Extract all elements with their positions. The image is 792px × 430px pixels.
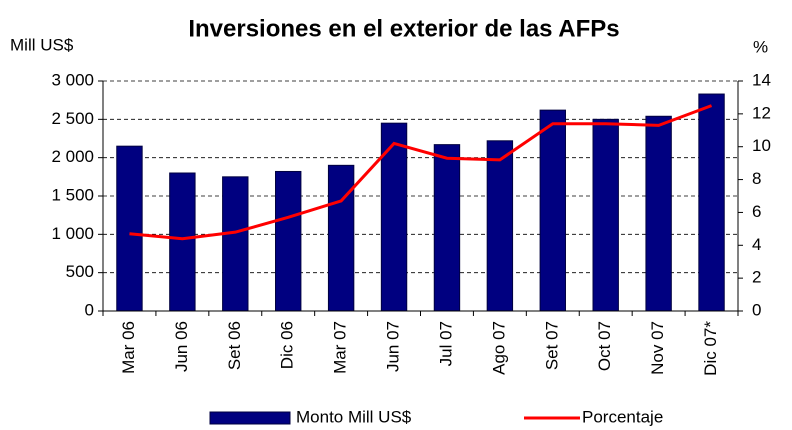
x-tick-label: Jun 07 (384, 321, 403, 372)
y-tick-label: 3 000 (51, 70, 94, 89)
y-tick-label: 2 000 (51, 147, 94, 166)
y-tick-label: 1 000 (51, 224, 94, 243)
bar (698, 93, 725, 312)
x-tick-label: Mar 06 (119, 321, 138, 374)
legend-label: Monto Mill US$ (296, 407, 412, 426)
y2-tick-label: 10 (752, 136, 771, 155)
line (129, 104, 713, 241)
bar (327, 164, 355, 312)
bar (116, 145, 143, 312)
x-tick-label: Jun 06 (172, 321, 191, 372)
bar (222, 176, 249, 312)
x-tick-label: Dic 06 (278, 321, 297, 369)
chart-title: Inversiones en el exterior de las AFPs (188, 15, 619, 42)
x-tick-label: Nov 07 (648, 321, 667, 375)
y2-tick-label: 8 (752, 169, 761, 188)
bar (275, 170, 302, 312)
bar (539, 109, 566, 312)
x-tick-label: Mar 07 (331, 321, 350, 374)
x-tick-label: Dic 07* (701, 321, 720, 376)
bar (486, 140, 514, 312)
y2-tick-label: 12 (752, 103, 771, 122)
y2-tick-label: 4 (752, 235, 761, 254)
y2-axis-label: % (753, 37, 768, 56)
y2-tick-label: 6 (752, 202, 761, 221)
y-tick-label: 0 (85, 300, 94, 319)
y2-tick-label: 2 (752, 268, 761, 287)
y-tick-label: 500 (66, 262, 94, 281)
y-tick-label: 1 500 (51, 185, 94, 204)
legend-label: Porcentaje (582, 407, 663, 426)
bar (433, 144, 461, 312)
x-tick-label: Set 06 (225, 321, 244, 370)
y2-tick-label: 0 (752, 300, 761, 319)
bar (592, 118, 619, 312)
x-tick-label: Oct 07 (595, 321, 614, 371)
legend-swatch (209, 411, 291, 425)
x-tick-label: Set 07 (542, 321, 561, 370)
y2-tick-label: 14 (752, 70, 771, 89)
y-tick-label: 2 500 (51, 109, 94, 128)
bar (169, 172, 196, 312)
bar (645, 115, 672, 312)
x-tick-label: Jul 07 (436, 321, 455, 366)
x-tick-label: Ago 07 (489, 321, 508, 375)
y-axis-label: Mill US$ (10, 35, 74, 54)
